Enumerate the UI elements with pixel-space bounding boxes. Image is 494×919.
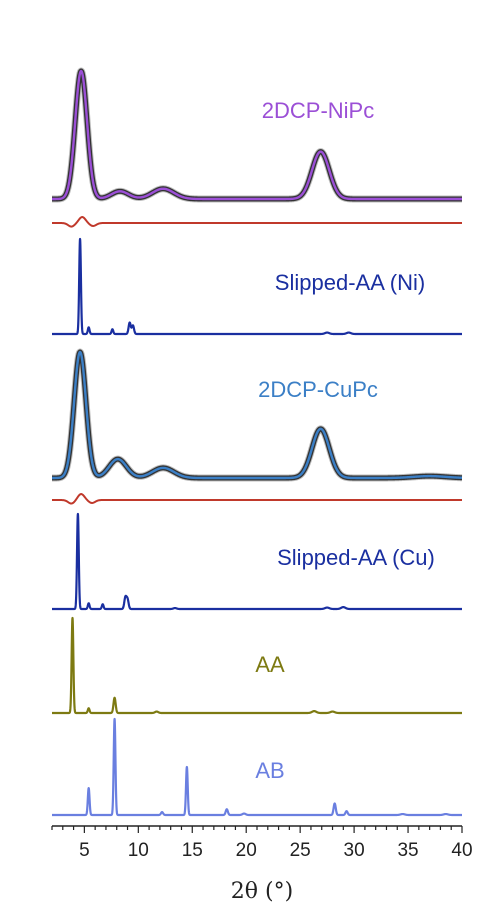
pattern-panel: [51, 512, 463, 611]
x-tick-label: 5: [79, 840, 90, 861]
experimental-trace: [49, 67, 465, 203]
pattern-panel: [51, 237, 463, 336]
pattern-panels: [49, 67, 465, 817]
x-tick-label: 25: [290, 840, 311, 861]
pattern-label: AB: [255, 758, 284, 783]
pattern-panel: [51, 216, 463, 228]
pattern-label: 2DCP-CuPc: [258, 377, 378, 402]
calculated-trace-outline: [50, 349, 464, 481]
pattern-panel: [51, 493, 463, 505]
x-tick-label: 20: [236, 840, 257, 861]
x-axis-title: 2θ (°): [231, 879, 293, 904]
simulated-trace: [51, 237, 463, 336]
x-tick-label: 15: [182, 840, 203, 861]
fit-trace: [51, 69, 463, 201]
simulated-trace: [51, 512, 463, 611]
x-tick-label: 10: [128, 840, 149, 861]
pattern-panel: [51, 616, 463, 715]
pattern-panel: [49, 348, 465, 482]
pattern-label: Slipped-AA (Cu): [277, 545, 435, 570]
pattern-labels: 2DCP-NiPc Slipped-AA (Ni) 2DCP-CuPc Slipped…: [255, 98, 435, 783]
pattern-label: Slipped-AA (Ni): [275, 270, 425, 295]
x-tick-label: 40: [451, 840, 472, 861]
simulated-trace: [51, 717, 463, 817]
difference-trace: [51, 493, 463, 505]
x-tick-label: 30: [344, 840, 365, 861]
pattern-panel: [51, 717, 463, 817]
difference-trace: [51, 216, 463, 228]
x-tick-label: 35: [397, 840, 418, 861]
pattern-label: 2DCP-NiPc: [262, 98, 374, 123]
fit-trace: [51, 350, 463, 480]
simulated-trace: [51, 616, 463, 715]
pattern-label: AA: [255, 652, 285, 677]
x-axis: 5 10 15 20 25 30 35 40: [51, 825, 473, 861]
calculated-trace-outline: [50, 68, 464, 202]
pattern-panel: [49, 67, 465, 203]
